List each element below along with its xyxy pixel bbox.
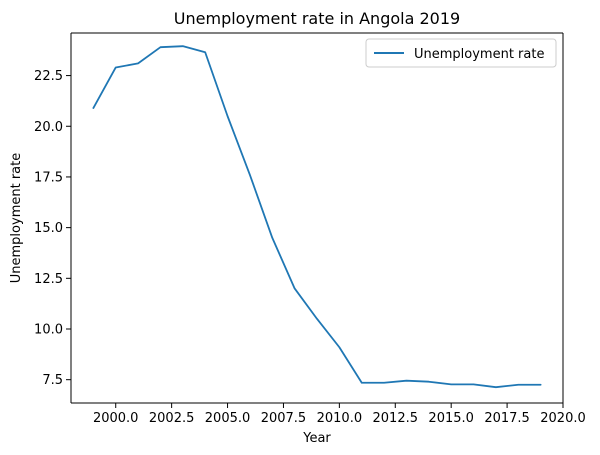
- x-tick-label: 2010.0: [317, 411, 363, 426]
- y-tick-label: 17.5: [34, 170, 63, 185]
- x-tick-label: 2002.5: [149, 411, 195, 426]
- series-layer: [92, 45, 542, 389]
- legend-label: Unemployment rate: [414, 47, 544, 62]
- legend: Unemployment rate: [365, 38, 557, 68]
- x-axis-label: Year: [302, 431, 331, 446]
- y-tick-label: 20.0: [34, 120, 63, 135]
- x-tick-label: 2017.5: [484, 411, 530, 426]
- x-tick-label: 2020.0: [540, 411, 586, 426]
- y-axis-label: Unemployment rate: [9, 153, 24, 283]
- chart-title: Unemployment rate in Angola 2019: [174, 9, 460, 28]
- series-line-unemployment-rate: [92, 45, 542, 389]
- y-tick-label: 12.5: [34, 272, 63, 287]
- x-tick-label: 2012.5: [373, 411, 419, 426]
- y-tick-label: 7.5: [42, 373, 63, 388]
- x-tick-label: 2000.0: [93, 411, 139, 426]
- plot-area: [71, 33, 563, 403]
- x-axis-ticks: 2000.0 2002.5 2005.0 2007.5 2010.0 2012.5 2015…: [93, 403, 586, 426]
- x-tick-label: 2007.5: [261, 411, 307, 426]
- y-tick-label: 10.0: [34, 323, 63, 338]
- legend-box: [365, 38, 557, 68]
- x-tick-label: 2005.0: [205, 411, 251, 426]
- x-tick-label: 2015.0: [428, 411, 474, 426]
- y-tick-label: 15.0: [34, 221, 63, 236]
- y-tick-label: 22.5: [34, 69, 63, 84]
- y-axis-ticks: 7.5 10.0 12.5 15.0 17.5 20.0 22.5: [34, 69, 71, 388]
